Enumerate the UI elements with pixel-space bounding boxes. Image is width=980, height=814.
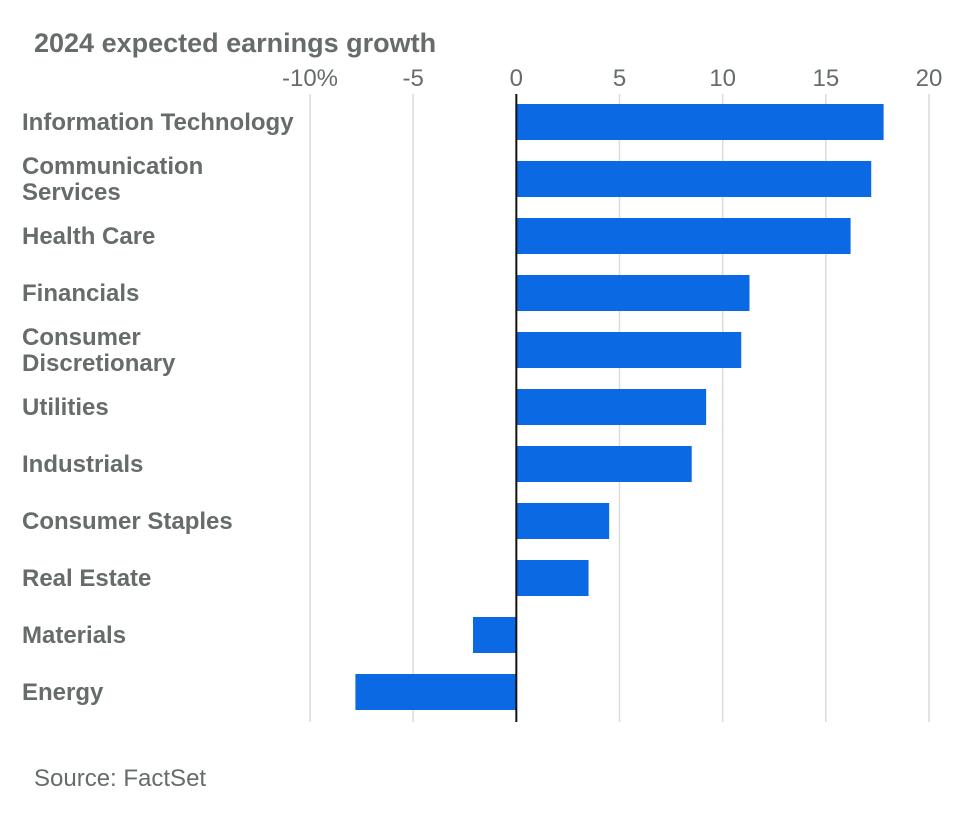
x-tick-label: 20 [916,65,943,92]
bar [516,332,742,368]
bar [516,218,851,254]
category-label: Energy [22,679,104,706]
source-note: Source: FactSet [34,765,206,792]
bar [355,674,517,710]
category-label: Consumer Staples [22,508,233,535]
category-label: Industrials [22,451,143,478]
category-label: Information Technology [22,109,294,136]
bar [516,389,707,425]
bar [516,503,610,539]
category-label: Communication Services [22,153,203,206]
x-axis-ticks: -10% -5 0 5 10 15 20 [282,65,942,92]
bar [516,161,872,197]
category-label: Health Care [22,223,155,250]
category-labels: Information Technology Communication Servi… [22,109,294,706]
x-tick-label: 10 [709,65,736,92]
x-tick-label: 0 [510,65,523,92]
category-label: Consumer Discretionary [22,324,176,377]
category-label: Real Estate [22,565,151,592]
bar [516,446,692,482]
bar [516,104,884,140]
category-label: Materials [22,622,126,649]
x-tick-label: 15 [812,65,839,92]
x-tick-label: 5 [613,65,626,92]
category-label: Financials [22,280,139,307]
bar [516,560,589,596]
bar [516,275,750,311]
bar [473,617,517,653]
x-tick-label: -5 [402,65,423,92]
x-tick-label: -10% [282,65,338,92]
chart-title: 2024 expected earnings growth [34,28,436,58]
category-label: Utilities [22,394,109,421]
bars [355,104,884,710]
